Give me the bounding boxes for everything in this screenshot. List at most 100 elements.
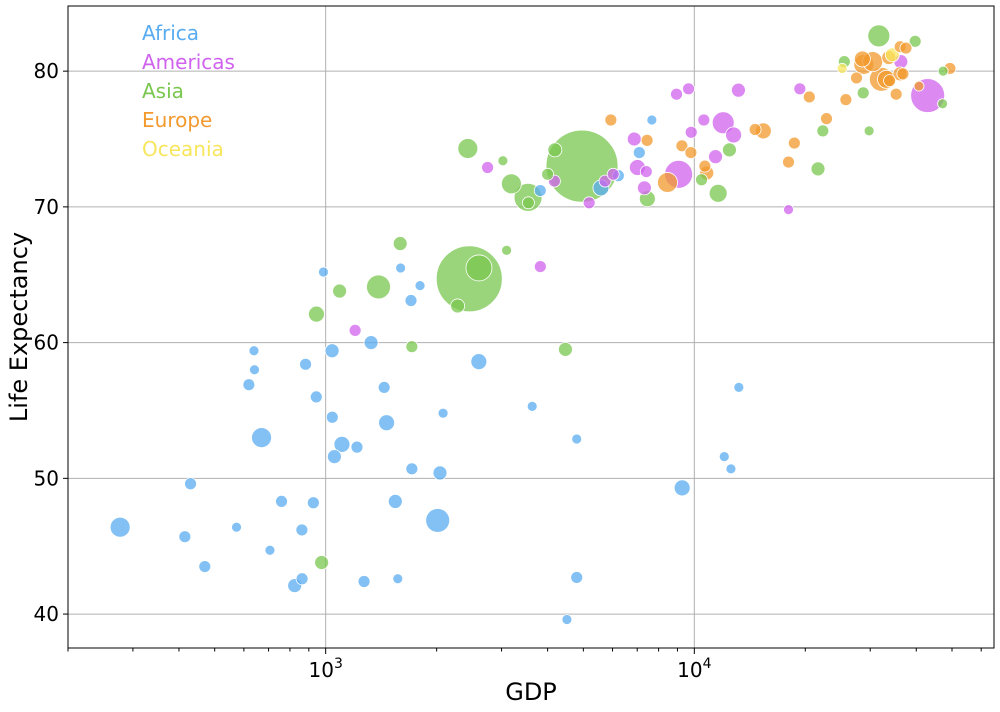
data-point: [541, 167, 555, 181]
data-point: [248, 345, 260, 357]
data-point: [387, 494, 403, 509]
data-point: [395, 262, 407, 274]
data-point: [722, 142, 737, 158]
data-point: [883, 74, 896, 88]
data-point: [695, 173, 708, 187]
data-point: [324, 343, 340, 359]
data-point: [863, 125, 875, 137]
data-point: [570, 571, 584, 584]
data-point: [937, 65, 949, 77]
data-point: [275, 495, 288, 508]
data-point: [432, 465, 448, 481]
data-point: [733, 381, 745, 393]
data-point: [748, 123, 762, 136]
legend-entry: Europe: [142, 108, 212, 132]
data-point: [836, 63, 848, 74]
data-point: [626, 131, 642, 147]
data-point: [357, 575, 371, 588]
data-point: [308, 305, 325, 323]
data-point: [318, 266, 329, 278]
data-point: [249, 364, 260, 376]
data-point: [670, 87, 683, 101]
data-point: [414, 280, 426, 292]
y-axis-label: Life Expectancy: [5, 232, 33, 422]
data-point: [561, 614, 573, 625]
data-point: [457, 138, 479, 159]
data-point: [425, 508, 451, 533]
data-point: [684, 146, 698, 159]
data-point: [450, 298, 466, 314]
plot-background: [68, 6, 994, 648]
data-point: [820, 112, 833, 126]
data-point: [109, 516, 131, 538]
data-point: [787, 136, 801, 150]
data-point: [867, 24, 891, 48]
data-point: [725, 126, 742, 144]
data-point: [405, 462, 419, 476]
data-point: [500, 173, 522, 195]
data-point: [497, 155, 509, 167]
data-point: [657, 172, 678, 193]
data-point: [731, 82, 746, 98]
data-point: [470, 353, 488, 371]
legend-entry: Oceania: [142, 137, 224, 161]
data-point: [646, 114, 658, 126]
data-point: [636, 180, 652, 196]
data-point: [816, 124, 830, 138]
data-point: [242, 378, 256, 392]
data-point: [314, 555, 330, 570]
data-point: [708, 183, 728, 203]
data-point: [363, 335, 379, 351]
data-point: [350, 440, 364, 454]
data-point: [437, 407, 449, 419]
data-point: [571, 433, 583, 445]
data-point: [684, 125, 698, 139]
data-point: [481, 161, 494, 174]
data-point: [793, 82, 807, 96]
legend-entry: Africa: [142, 21, 199, 45]
data-point: [326, 449, 342, 465]
x-tick-label: 104: [677, 656, 711, 682]
data-point: [392, 573, 404, 585]
data-point: [325, 410, 339, 424]
data-point: [698, 159, 712, 173]
data-point: [299, 357, 312, 371]
data-point: [673, 479, 691, 497]
data-point: [547, 142, 563, 158]
y-tick-label: 60: [34, 331, 59, 355]
data-point: [522, 196, 535, 210]
data-point: [558, 341, 573, 357]
data-point: [884, 47, 900, 63]
data-point: [264, 544, 276, 556]
data-point: [899, 41, 913, 55]
data-point: [839, 93, 853, 107]
data-point: [533, 184, 547, 197]
data-point: [632, 146, 646, 159]
axis-ticks: 40 50 60 70 80 103 104: [34, 59, 982, 682]
data-point: [295, 572, 309, 586]
legend-entry: Asia: [142, 79, 184, 103]
data-point: [896, 67, 910, 81]
data-point: [366, 274, 391, 300]
data-point: [378, 414, 395, 432]
data-point: [606, 167, 620, 181]
data-point: [682, 82, 695, 96]
data-point: [251, 427, 272, 449]
data-point: [937, 98, 948, 110]
grid-lines: [68, 6, 994, 648]
data-point: [309, 390, 323, 404]
plot-frame: [67, 5, 995, 649]
data-point: [697, 113, 711, 127]
data-point: [783, 204, 794, 215]
x-tick-label: 103: [308, 656, 342, 682]
data-point: [850, 71, 863, 85]
data-point: [404, 294, 418, 307]
data-point: [377, 380, 391, 394]
data-point: [501, 244, 513, 256]
data-point: [198, 560, 212, 573]
data-point: [782, 155, 795, 169]
data-point: [392, 236, 408, 251]
data-point: [889, 87, 903, 101]
y-tick-label: 70: [34, 195, 59, 219]
y-tick-label: 40: [34, 602, 59, 626]
